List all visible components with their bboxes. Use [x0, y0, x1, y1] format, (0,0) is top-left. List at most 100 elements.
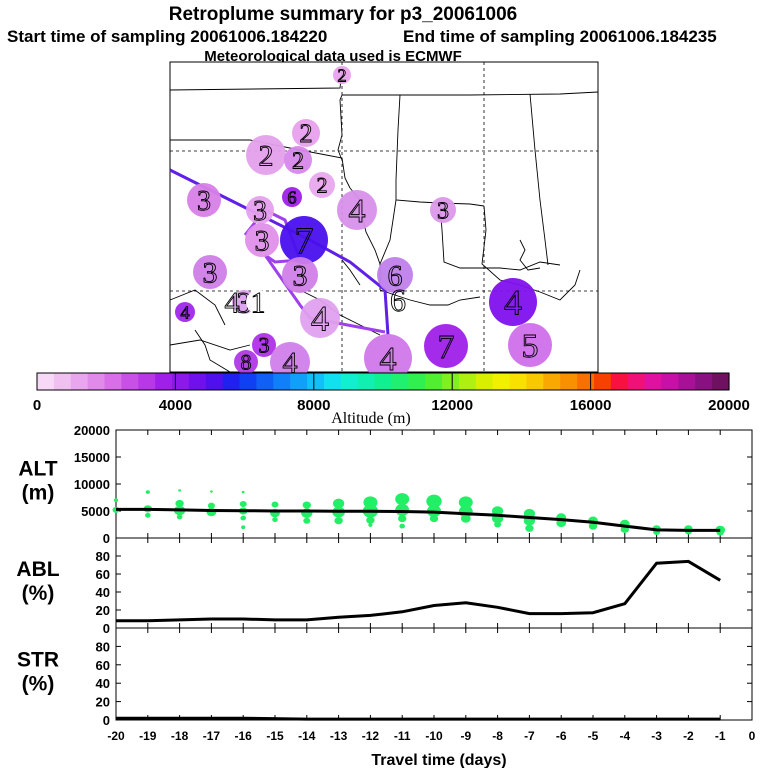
data-point	[525, 524, 534, 532]
data-point	[460, 514, 471, 523]
colorbar-cell	[475, 373, 494, 390]
data-point	[207, 502, 215, 509]
colorbar-cell	[340, 373, 359, 390]
data-point	[492, 506, 504, 516]
plume-label: 6	[388, 260, 403, 293]
colorbar-cell	[526, 373, 544, 390]
x-tick-label: -16	[235, 729, 253, 743]
data-point	[241, 525, 246, 529]
data-point	[395, 493, 410, 506]
colorbar-tick-label: 16000	[570, 397, 612, 414]
plume-circle	[246, 290, 270, 314]
plume-label: 4	[349, 193, 366, 230]
plume-marker: 7	[424, 324, 468, 368]
plume-label: 3	[253, 196, 267, 227]
plume-label: 2	[317, 173, 328, 198]
colorbar-cell	[678, 373, 696, 390]
y-tick-label: 10000	[74, 477, 110, 492]
plume-label: 4	[283, 347, 298, 380]
plume-label: 3	[237, 287, 252, 320]
colorbar-cell	[492, 373, 511, 390]
altitude-colorbar: 0 4000 8000 12000 16000 20000 Altitude (m)	[33, 372, 750, 427]
plume-circle	[280, 216, 328, 264]
colorbar-cell	[357, 373, 376, 390]
x-tick-label: -9	[460, 729, 471, 743]
colorbar-cell	[239, 373, 258, 390]
plume-circle	[234, 350, 258, 374]
colorbar-cell	[374, 373, 393, 390]
y-tick-label: 0	[103, 621, 110, 636]
colorbar-cell	[256, 373, 274, 390]
x-tick-label: -1	[715, 729, 726, 743]
end-time-label: End time of sampling 20061006.184235	[403, 27, 717, 46]
plume-marker: 4	[337, 190, 377, 230]
plume-label: 3	[293, 260, 308, 293]
data-point	[240, 515, 246, 521]
plume-marker: 7	[280, 216, 328, 264]
plume-label: 2	[300, 119, 313, 148]
colorbar-cell	[222, 373, 241, 390]
x-tick-label: 0	[749, 729, 756, 743]
plume-label: 7	[438, 329, 455, 366]
y-tick-label: 15000	[74, 450, 110, 465]
x-tick-label: -13	[330, 729, 348, 743]
plume-label: 6	[288, 187, 297, 207]
data-point	[210, 490, 213, 493]
colorbar-tick-label: 8000	[297, 397, 330, 414]
plume-label: 4	[380, 341, 397, 378]
plume-circle	[246, 135, 286, 175]
data-point	[241, 490, 245, 494]
plume-circle	[292, 119, 320, 147]
plume-marker: 2	[309, 172, 335, 198]
colorbar-cell	[610, 373, 629, 390]
colorbar-cell	[155, 373, 173, 390]
plume-label: 6	[390, 282, 406, 318]
colorbar-cell	[104, 373, 122, 390]
plume-marker: 2	[333, 65, 351, 86]
colorbar-tick-labels: 0 4000 8000 12000 16000 20000	[33, 373, 750, 414]
data-point	[303, 517, 311, 524]
data-point	[588, 522, 598, 530]
colorbar-cell	[121, 373, 139, 390]
data-point	[113, 498, 119, 503]
series-line	[116, 559, 721, 623]
x-tick-label: -2	[683, 729, 694, 743]
colorbar-cell	[70, 373, 89, 390]
colorbar-cell	[627, 373, 646, 390]
plume-marker: 2	[284, 146, 312, 175]
data-point	[178, 489, 182, 492]
y-tick-label: 20	[96, 603, 110, 618]
y-tick-label: 20	[96, 695, 110, 710]
colorbar-cell	[273, 373, 291, 390]
colorbar-cell	[695, 373, 713, 390]
colorbar-cell	[323, 373, 342, 390]
plume-label: 3	[255, 225, 270, 258]
x-tick-label: -17	[203, 729, 221, 743]
y-tick-label: 40	[96, 676, 110, 691]
colorbar-cell	[307, 373, 325, 390]
x-tick-label: -7	[524, 729, 535, 743]
plume-marker: 3	[252, 332, 276, 358]
y-tick-label: 5000	[81, 504, 110, 519]
figure-title: Retroplume summary for p3_20061006	[169, 4, 518, 25]
colorbar-cell	[560, 373, 578, 390]
plume-label: 2	[292, 148, 304, 174]
plume-label: 2	[259, 140, 274, 173]
colorbar-cell	[661, 373, 679, 390]
x-tick-label: -20	[107, 729, 125, 743]
plume-circle	[282, 257, 318, 293]
data-point	[429, 514, 439, 523]
plume-circle	[246, 196, 274, 224]
colorbar-cell	[188, 373, 207, 390]
x-tick-label: -15	[266, 729, 284, 743]
panel-frame	[115, 627, 753, 721]
plume-circle	[424, 324, 468, 368]
plume-marker: 3	[187, 183, 221, 217]
x-tick-label: -5	[588, 729, 599, 743]
plume-label: 3	[203, 257, 218, 290]
panel-ylabel: ABL	[16, 558, 59, 581]
y-tick-label: 0	[103, 531, 110, 546]
plume-circle	[270, 342, 310, 382]
